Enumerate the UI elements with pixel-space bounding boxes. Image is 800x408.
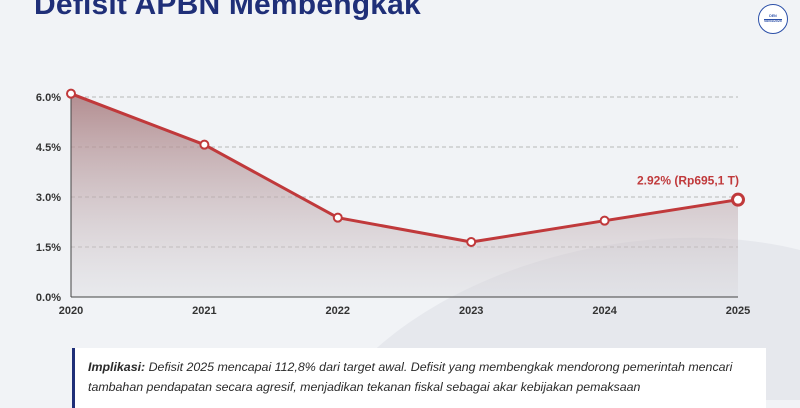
- y-tick-label: 3.0%: [36, 192, 61, 204]
- note-lead: Implikasi:: [88, 360, 146, 374]
- x-tick-label: 2021: [192, 305, 216, 317]
- last-point-annotation: 2.92% (Rp695,1 T): [637, 174, 739, 188]
- data-point: [199, 139, 210, 150]
- data-point: [66, 88, 76, 99]
- x-tick-label: 2020: [59, 305, 83, 317]
- y-tick-label: 4.5%: [36, 142, 61, 154]
- data-point: [599, 215, 610, 226]
- y-tick-label: 1.5%: [36, 242, 61, 254]
- badge-divider: [764, 18, 782, 20]
- logo-badge: DEN 08/04/2025: [758, 4, 788, 34]
- data-point: [332, 212, 343, 223]
- badge-line-2: 08/04/2025: [764, 19, 782, 24]
- x-tick-label: 2024: [592, 305, 617, 317]
- badge-line-1: DEN: [769, 13, 777, 18]
- data-point: [731, 192, 745, 207]
- y-tick-label: 0.0%: [36, 292, 61, 304]
- x-tick-label: 2025: [726, 305, 750, 317]
- x-tick-label: 2023: [459, 305, 483, 317]
- implication-note: Implikasi: Defisit 2025 mencapai 112,8% …: [72, 348, 766, 408]
- x-tick-label: 2022: [326, 305, 350, 317]
- note-text: Defisit 2025 mencapai 112,8% dari target…: [88, 360, 733, 394]
- data-point: [466, 237, 477, 247]
- series-line: [70, 92, 739, 244]
- chart-area-fill: [71, 93, 738, 297]
- y-tick-label: 6.0%: [36, 92, 61, 104]
- page-title: Defisit APBN Membengkak: [34, 0, 421, 21]
